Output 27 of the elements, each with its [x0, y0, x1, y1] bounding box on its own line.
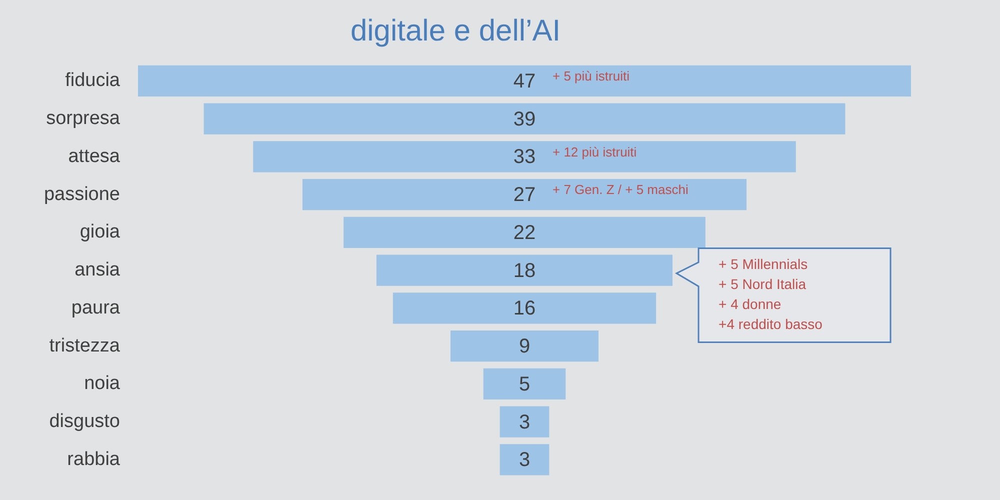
data-label: 22 [513, 222, 536, 244]
data-label: 33 [513, 146, 536, 168]
data-label: 47 [513, 70, 536, 92]
category-label: passione [44, 184, 120, 205]
category-label: attesa [68, 146, 120, 167]
text: + 12 più istruiti [552, 144, 637, 160]
text: + 5 più istruiti [552, 68, 630, 84]
text: digitale e dell’AI [350, 14, 561, 48]
text: + 5 Millennials + 5 Nord Italia + 4 donne +4 reddito basso [718, 256, 822, 332]
data-label: 39 [513, 108, 536, 130]
data-label: 3 [518, 411, 530, 434]
category-label: rabbia [67, 448, 120, 470]
category-label: gioia [80, 222, 120, 243]
category-label: paura [71, 297, 120, 318]
data-label: 27 [513, 184, 536, 206]
data-label: 16 [513, 298, 536, 320]
category-label: fiducia [65, 70, 120, 92]
category-label: ansia [74, 260, 120, 281]
text: + 7 Gen. Z / + 5 maschi [552, 182, 688, 198]
data-label: 9 [518, 336, 530, 358]
data-label: 5 [518, 373, 530, 396]
category-label: sorpresa [46, 108, 120, 130]
data-label: 18 [513, 260, 536, 282]
data-label: 3 [518, 449, 530, 472]
category-label: noia [84, 373, 120, 394]
category-label: disgusto [49, 411, 120, 432]
category-label: tristezza [49, 335, 120, 356]
